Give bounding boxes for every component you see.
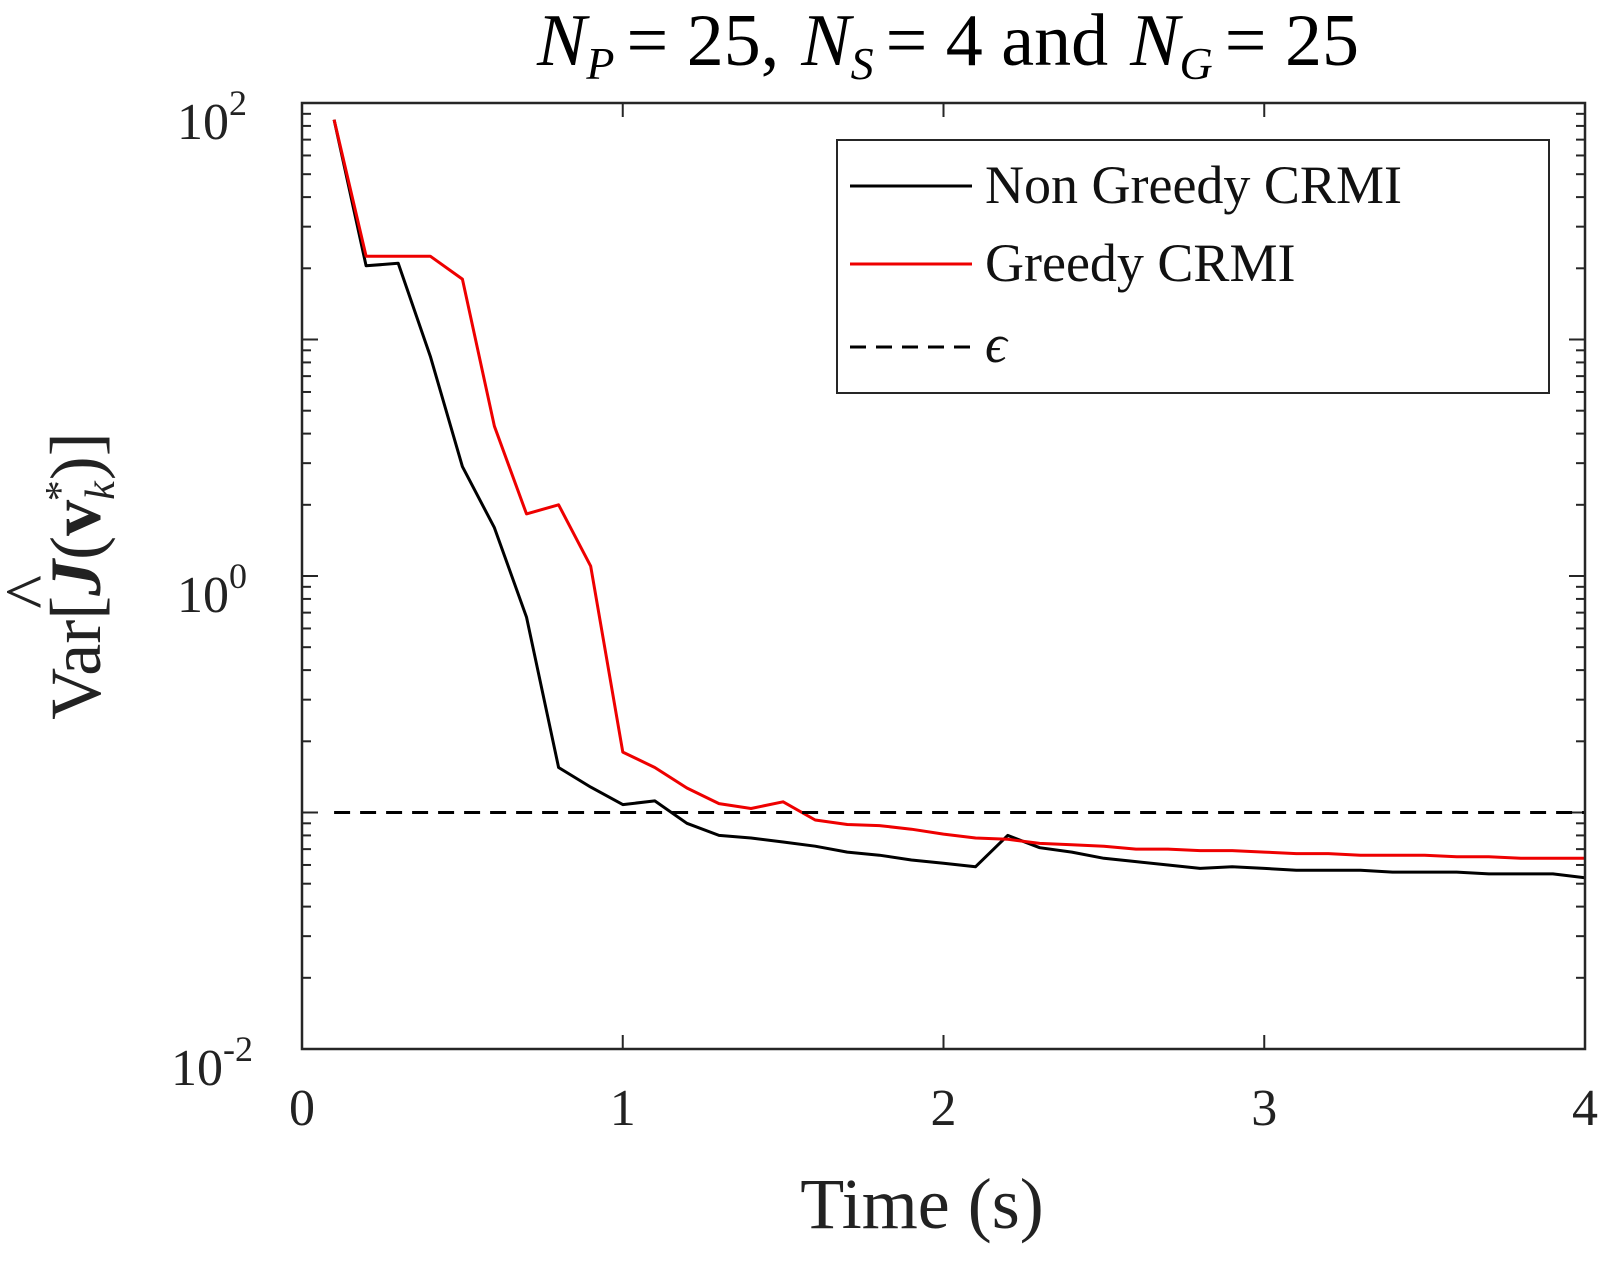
title-ns-subscript: S (851, 38, 874, 89)
y-label-close: )] (36, 432, 116, 480)
y-tick-label: 102 (177, 83, 247, 151)
x-tick-label: 1 (610, 1080, 636, 1137)
title-np-subscript: P (585, 38, 614, 89)
legend-label-greedy: Greedy CRMI (985, 233, 1295, 293)
x-tick-label: 0 (289, 1080, 315, 1137)
title-np-symbol: N (536, 0, 590, 82)
x-tick-labels: 0 1 2 3 4 (289, 1080, 1598, 1137)
legend-label-non-greedy: Non Greedy CRMI (985, 155, 1402, 215)
axes-frame (300, 101, 1587, 1051)
y-label-superscript: * (38, 480, 84, 501)
x-tick-label: 3 (1251, 1080, 1277, 1137)
title-ng-symbol: N (1129, 0, 1183, 82)
series-layer (332, 119, 1585, 880)
svg-text:Var[J(vk*)]: Var[J(vk*)] (36, 432, 124, 720)
legend-box (836, 139, 1550, 394)
y-tick-label: 100 (177, 556, 247, 624)
legend-label-epsilon: ϵ (985, 314, 1009, 374)
y-tick-exponent: -2 (223, 1029, 253, 1069)
x-tick-label: 2 (931, 1080, 957, 1137)
y-tick-base: 10 (171, 1040, 223, 1097)
y-label-v: v (36, 500, 116, 536)
y-label-j: J (36, 558, 116, 597)
series-line-1 (332, 119, 1585, 860)
y-label-prefix: Var[ (36, 596, 116, 720)
x-axis-label: Time (s) (800, 1164, 1043, 1244)
legend: Non Greedy CRMI Greedy CRMI ϵ (836, 139, 1550, 394)
title-ns-symbol: N (800, 0, 854, 82)
y-tick-exponent: 2 (229, 83, 247, 123)
x-tick-label: 4 (1572, 1080, 1598, 1137)
y-tick-labels: 10-2 100 102 (171, 83, 253, 1097)
y-label-open: ( (36, 536, 116, 560)
y-tick-base: 10 (177, 94, 229, 151)
series-line-0 (332, 119, 1585, 880)
y-axis-label: Var[J(vk*)] ^ (0, 432, 124, 720)
chart-title: NP = 25, NS = 4 and NG = 25 (536, 0, 1359, 89)
y-label-subscript: k (78, 480, 124, 500)
title-ns-value: = 4 and (886, 0, 1109, 82)
y-label-hat: ^ (0, 575, 70, 609)
title-np-value: = 25, (626, 0, 779, 82)
title-ng-value: = 25 (1225, 0, 1359, 82)
y-tick-exponent: 0 (229, 556, 247, 596)
title-ng-subscript: G (1180, 38, 1213, 89)
y-tick-label: 10-2 (171, 1029, 253, 1097)
y-tick-base: 10 (177, 567, 229, 624)
